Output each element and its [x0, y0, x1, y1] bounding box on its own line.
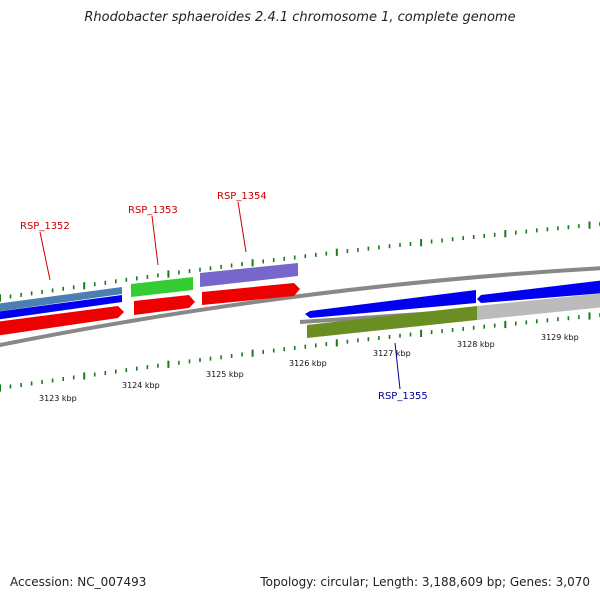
cds-forward-1355b[interactable]	[477, 280, 600, 303]
locus-label-rsp-1352[interactable]: RSP_1352	[20, 221, 70, 232]
cds-forward-1355a[interactable]	[305, 290, 476, 318]
leader-rsp-1354	[237, 201, 247, 253]
kbp-label: 3125 kbp	[206, 370, 244, 379]
gene-rsp-1354-feature[interactable]	[200, 263, 298, 287]
kbp-label: 3129 kbp	[541, 333, 579, 342]
kbp-label: 3128 kbp	[457, 340, 495, 349]
cds-reverse-1353[interactable]	[134, 295, 195, 315]
outer-tick-track	[0, 221, 600, 302]
genome-summary: Topology: circular; Length: 3,188,609 bp…	[260, 575, 590, 589]
kbp-label: 3123 kbp	[39, 394, 77, 403]
kbp-label: 3127 kbp	[373, 349, 411, 358]
backbone-upper	[0, 266, 600, 348]
leader-rsp-1353	[151, 215, 159, 266]
leader-rsp-1352	[39, 231, 51, 281]
cds-reverse-1354[interactable]	[202, 283, 300, 305]
gene-rsp-1355-feature[interactable]	[307, 306, 477, 338]
map-title: Rhodobacter sphaeroides 2.4.1 chromosome…	[84, 10, 516, 25]
gene-rsp-1352-feature[interactable]	[0, 287, 122, 312]
gene-rsp-1353-feature[interactable]	[131, 277, 193, 297]
kbp-label: 3124 kbp	[122, 381, 160, 390]
cds-reverse-1352[interactable]	[0, 306, 124, 336]
locus-label-rsp-1353[interactable]: RSP_1353	[128, 205, 178, 216]
locus-label-rsp-1355[interactable]: RSP_1355	[378, 391, 428, 402]
inner-tick-track	[0, 312, 600, 392]
gene-next-feature[interactable]	[477, 293, 600, 320]
accession-label: Accession: NC_007493	[10, 575, 147, 589]
leader-rsp-1355	[394, 342, 401, 390]
kbp-label: 3126 kbp	[289, 359, 327, 368]
locus-label-rsp-1354[interactable]: RSP_1354	[217, 191, 267, 202]
cds-forward-1352[interactable]	[0, 295, 122, 320]
